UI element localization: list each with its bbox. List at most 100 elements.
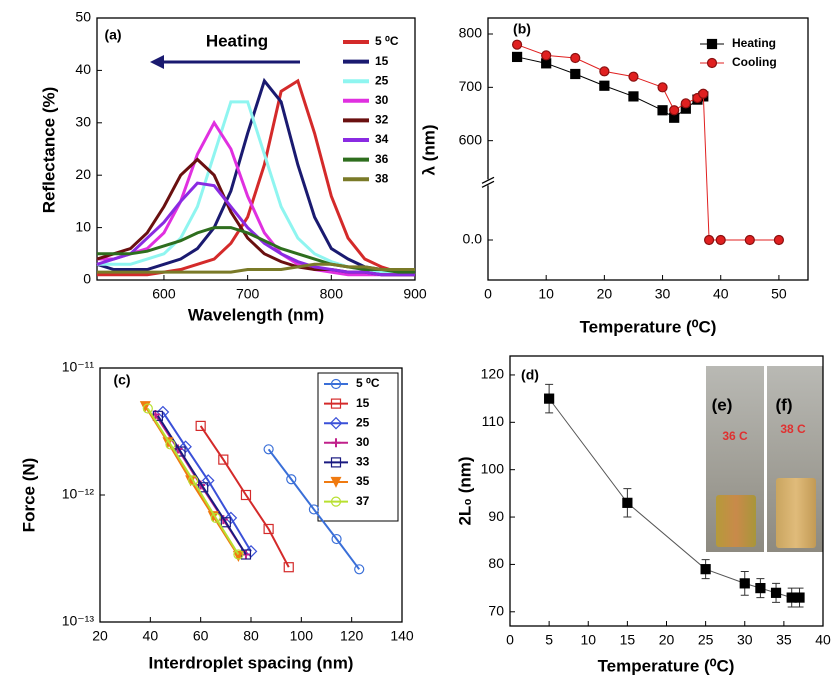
series-line — [516, 44, 779, 241]
marker — [218, 454, 229, 465]
marker — [220, 517, 231, 528]
legend-label: 32 — [375, 113, 389, 127]
y-tick-label: 110 — [482, 413, 505, 429]
marker — [263, 523, 274, 535]
x-tick-label: 5 — [545, 632, 553, 648]
legend-label: 5 ⁰C — [375, 34, 399, 48]
marker — [628, 91, 639, 102]
x-axis-label: Wavelength (nm) — [188, 305, 324, 324]
marker — [703, 234, 715, 246]
marker — [283, 562, 294, 573]
y-tick-label: 100 — [481, 460, 505, 476]
marker — [755, 583, 766, 594]
marker — [330, 457, 342, 468]
y-tick-label: 10⁻¹³ — [62, 613, 95, 629]
y-tick-label: 50 — [75, 9, 91, 25]
series-line — [199, 425, 290, 568]
x-tick-label: 10 — [538, 286, 554, 302]
legend-label: 30 — [375, 93, 389, 107]
marker — [706, 57, 718, 69]
series-line — [157, 415, 247, 556]
x-tick-label: 700 — [236, 286, 260, 302]
legend-label: 5 ⁰C — [356, 376, 380, 390]
axis-break-gap — [482, 179, 494, 186]
marker — [680, 98, 691, 109]
y-tick-label: 700 — [459, 78, 483, 94]
x-tick-label: 40 — [713, 286, 729, 302]
legend-label: 15 — [375, 54, 389, 68]
y-axis-label: λ (nm) — [419, 125, 438, 176]
legend-label: 37 — [356, 494, 370, 508]
annotation: (c) — [113, 372, 130, 388]
marker — [794, 592, 805, 603]
x-tick-label: 800 — [320, 286, 344, 302]
y-tick-label: 10⁻¹² — [62, 486, 95, 502]
x-tick-label: 900 — [403, 286, 427, 302]
legend-label: 33 — [356, 455, 370, 469]
marker — [744, 234, 755, 246]
marker — [599, 80, 610, 91]
x-axis-label: Temperature (⁰C) — [580, 317, 717, 336]
marker — [622, 497, 633, 508]
y-tick-label: 90 — [488, 508, 504, 524]
series-line — [162, 411, 252, 552]
x-tick-label: 40 — [143, 628, 159, 644]
y-tick-label: 70 — [488, 602, 504, 618]
marker — [308, 504, 320, 515]
x-tick-label: 600 — [152, 286, 176, 302]
legend-label: 35 — [356, 474, 370, 488]
x-tick-label: 20 — [92, 628, 108, 644]
marker — [669, 105, 680, 116]
series-line — [97, 262, 415, 274]
x-tick-label: 20 — [659, 632, 675, 648]
series-line — [267, 448, 361, 570]
vial — [776, 478, 816, 548]
marker — [628, 71, 639, 82]
legend-label: 38 — [375, 171, 389, 185]
marker — [544, 393, 555, 404]
marker — [188, 475, 199, 486]
marker — [354, 564, 365, 575]
y-tick-label: 120 — [481, 366, 505, 382]
marker — [330, 378, 342, 390]
marker — [657, 82, 668, 93]
y-tick-label: 10 — [75, 218, 91, 234]
annotation: (b) — [513, 21, 531, 37]
marker — [599, 66, 610, 77]
x-tick-label: 20 — [597, 286, 613, 302]
marker — [773, 234, 785, 246]
marker — [570, 68, 581, 80]
marker — [329, 416, 343, 430]
axis-break — [481, 176, 495, 188]
y-tick-label: 10⁻¹¹ — [62, 359, 95, 375]
x-axis-label: Temperature (⁰C) — [598, 656, 735, 675]
x-tick-label: 40 — [815, 632, 831, 648]
x-tick-label: 50 — [771, 286, 787, 302]
y-tick-label: 600 — [459, 131, 483, 147]
marker — [195, 420, 206, 432]
legend-label: 30 — [356, 435, 370, 449]
x-tick-label: 30 — [655, 286, 671, 302]
legend-label: 25 — [356, 415, 370, 429]
y-tick-label: 20 — [75, 166, 91, 182]
marker — [330, 496, 342, 507]
annotation: Heating — [206, 31, 268, 50]
x-tick-label: 30 — [737, 632, 753, 648]
marker — [286, 474, 297, 485]
marker — [511, 39, 523, 50]
annotation: (a) — [104, 27, 121, 43]
plot-frame — [96, 17, 416, 281]
x-tick-label: 15 — [620, 632, 636, 648]
marker — [330, 476, 342, 488]
y-tick-label: 40 — [75, 61, 91, 77]
legend-label: Heating — [732, 36, 776, 50]
annotation: (e) — [712, 395, 733, 414]
series-line — [516, 56, 704, 119]
legend-label: 25 — [375, 73, 389, 87]
x-tick-label: 0 — [506, 632, 514, 648]
x-tick-label: 120 — [340, 628, 364, 644]
marker — [142, 403, 153, 414]
marker — [233, 549, 244, 560]
legend-label: Cooling — [732, 55, 777, 69]
